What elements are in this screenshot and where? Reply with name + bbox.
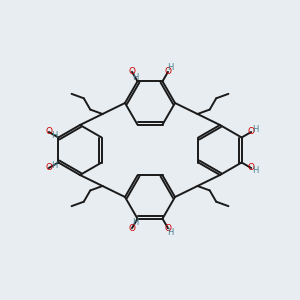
Text: H: H — [132, 73, 138, 82]
Text: H: H — [252, 125, 259, 134]
Text: H: H — [51, 130, 57, 140]
Text: H: H — [51, 160, 57, 169]
Text: O: O — [128, 67, 136, 76]
Text: O: O — [45, 128, 52, 136]
Text: O: O — [248, 164, 255, 172]
Text: H: H — [167, 63, 174, 72]
Text: H: H — [252, 166, 259, 175]
Text: O: O — [164, 224, 172, 233]
Text: O: O — [248, 128, 255, 136]
Text: H: H — [167, 228, 174, 237]
Text: O: O — [128, 224, 136, 233]
Text: O: O — [164, 67, 172, 76]
Text: O: O — [45, 164, 52, 172]
Text: H: H — [132, 218, 138, 227]
